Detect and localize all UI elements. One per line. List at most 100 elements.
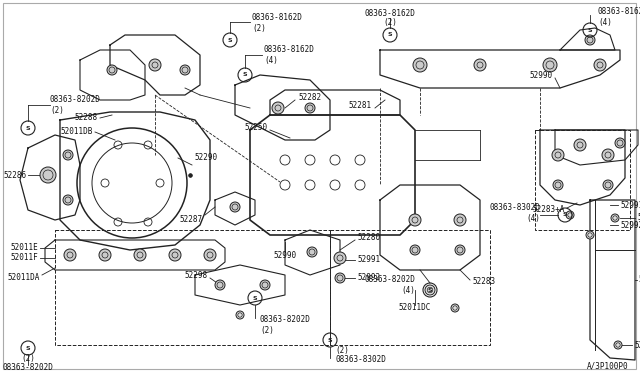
Text: S: S [26, 346, 30, 350]
Circle shape [63, 150, 73, 160]
Text: S: S [388, 32, 392, 38]
Circle shape [305, 103, 315, 113]
Text: 52990: 52990 [273, 251, 296, 260]
Circle shape [149, 59, 161, 71]
Text: S: S [563, 212, 567, 218]
Bar [55, 230, 330, 345]
Text: (2): (2) [335, 346, 349, 355]
Text: 08363-8202D: 08363-8202D [3, 363, 53, 372]
Text: S: S [588, 28, 592, 32]
Text: 08363-8202D: 08363-8202D [50, 96, 101, 105]
Text: 08363-8162D: 08363-8162D [252, 13, 303, 22]
Circle shape [236, 311, 244, 319]
Bar [535, 130, 630, 230]
Circle shape [215, 280, 225, 290]
Text: S: S [228, 38, 232, 42]
Text: 52011G: 52011G [634, 340, 640, 350]
Circle shape [574, 139, 586, 151]
Text: 08363-8202D: 08363-8202D [364, 276, 415, 285]
Circle shape [603, 180, 613, 190]
Circle shape [615, 138, 625, 148]
Circle shape [63, 195, 73, 205]
Circle shape [169, 249, 181, 261]
Circle shape [614, 341, 622, 349]
Text: 08363-8202D: 08363-8202D [260, 315, 311, 324]
Text: (2): (2) [50, 106, 64, 115]
Text: 52287: 52287 [180, 215, 203, 224]
Circle shape [134, 249, 146, 261]
Text: 52011E: 52011E [10, 244, 38, 253]
Text: (2): (2) [260, 326, 274, 334]
Circle shape [410, 245, 420, 255]
Circle shape [409, 214, 421, 226]
Text: 08363-8162D: 08363-8162D [365, 9, 415, 17]
Circle shape [334, 252, 346, 264]
Circle shape [272, 102, 284, 114]
Circle shape [307, 247, 317, 257]
Text: 52991: 52991 [620, 201, 640, 209]
Text: (4): (4) [401, 285, 415, 295]
Circle shape [594, 59, 606, 71]
Circle shape [611, 214, 619, 222]
Circle shape [586, 231, 594, 239]
Text: (2): (2) [383, 19, 397, 28]
Text: 52011DA: 52011DA [8, 273, 40, 282]
Text: (4): (4) [526, 214, 540, 222]
Bar [330, 230, 490, 345]
Text: S: S [26, 125, 30, 131]
Circle shape [553, 180, 563, 190]
Circle shape [230, 202, 240, 212]
Circle shape [552, 149, 564, 161]
Text: A/3P100P0: A/3P100P0 [586, 362, 628, 371]
Text: 52299: 52299 [638, 276, 640, 285]
Text: 52282: 52282 [298, 93, 321, 103]
Circle shape [455, 245, 465, 255]
Circle shape [107, 65, 117, 75]
Text: (2): (2) [252, 23, 266, 32]
Circle shape [204, 249, 216, 261]
Text: 52991: 52991 [357, 256, 380, 264]
Circle shape [335, 273, 345, 283]
Text: 52250: 52250 [245, 124, 268, 132]
Circle shape [425, 285, 435, 295]
Circle shape [99, 249, 111, 261]
Circle shape [585, 35, 595, 45]
Circle shape [454, 214, 466, 226]
Text: 52011F: 52011F [10, 253, 38, 263]
Circle shape [180, 65, 190, 75]
Circle shape [474, 59, 486, 71]
Text: 52286: 52286 [4, 170, 27, 180]
Text: 08363-8302D: 08363-8302D [489, 203, 540, 212]
Text: 52990: 52990 [530, 71, 553, 80]
Circle shape [40, 167, 56, 183]
Text: 52011DC: 52011DC [399, 304, 431, 312]
Circle shape [451, 304, 459, 312]
Text: 08363-8162D: 08363-8162D [598, 7, 640, 16]
Text: 52011D: 52011D [637, 214, 640, 222]
Circle shape [413, 58, 427, 72]
Text: 52288: 52288 [75, 113, 98, 122]
Text: 52992: 52992 [620, 221, 640, 230]
Text: (4): (4) [264, 55, 278, 64]
Circle shape [602, 149, 614, 161]
Text: 52290: 52290 [194, 154, 217, 163]
Text: S: S [253, 295, 257, 301]
Text: 08363-8302D: 08363-8302D [335, 356, 386, 365]
Circle shape [260, 280, 270, 290]
Text: S: S [428, 288, 432, 292]
Text: 08363-8162D: 08363-8162D [264, 45, 315, 55]
Text: (2): (2) [21, 353, 35, 362]
Text: 52281: 52281 [349, 100, 372, 109]
Circle shape [566, 211, 574, 219]
Text: 52283+A: 52283+A [532, 205, 565, 215]
Text: 52011DB: 52011DB [61, 128, 93, 137]
Text: S: S [243, 73, 247, 77]
Circle shape [64, 249, 76, 261]
Text: 52280: 52280 [357, 234, 380, 243]
Text: S: S [328, 337, 332, 343]
Text: 52992: 52992 [357, 273, 380, 282]
Text: 52283: 52283 [472, 278, 495, 286]
Text: (4): (4) [598, 17, 612, 26]
Text: 52298: 52298 [185, 270, 208, 279]
Circle shape [543, 58, 557, 72]
